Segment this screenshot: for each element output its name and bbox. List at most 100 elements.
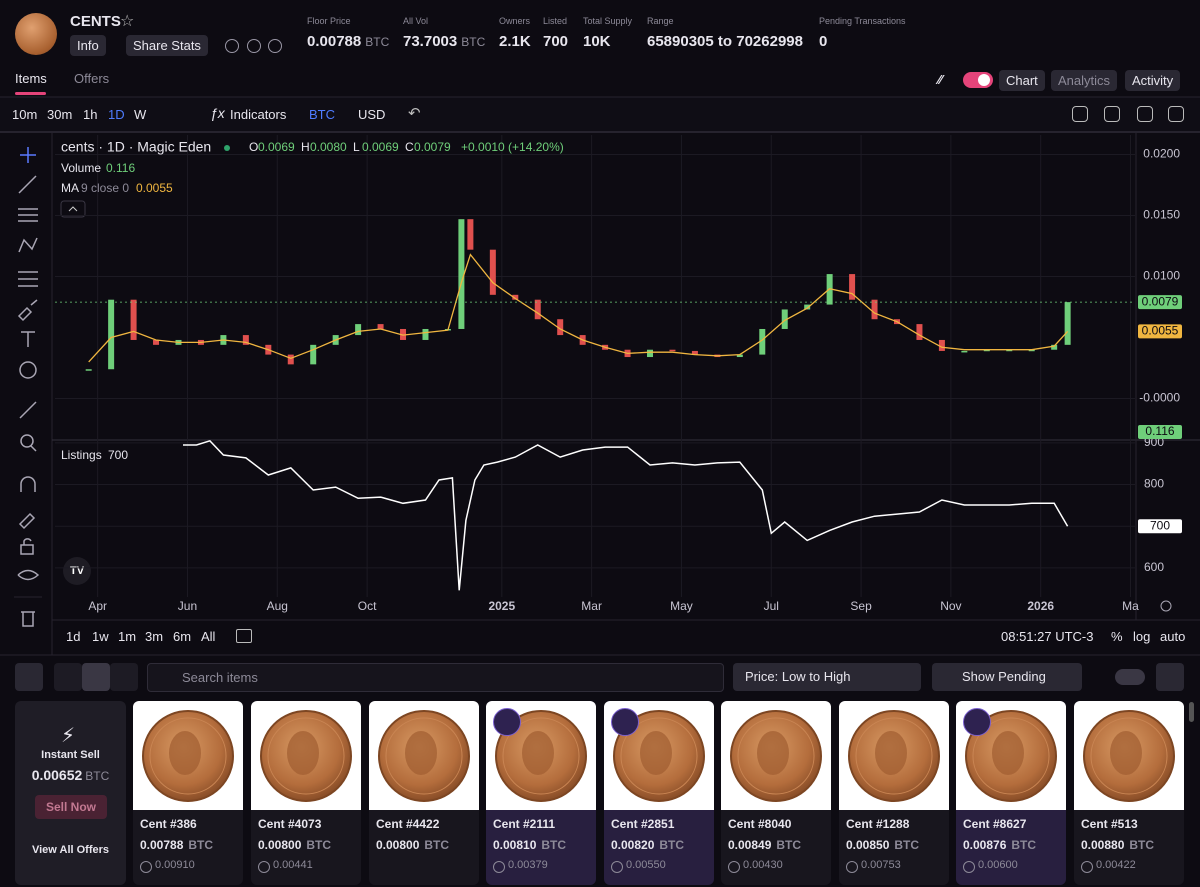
last-sale-icon: [963, 861, 975, 873]
nft-card[interactable]: Cent #386 0.00788 BTC 0.00910: [133, 701, 243, 885]
x-tick-label: Sep: [850, 599, 872, 613]
nft-price: 0.00800 BTC: [258, 838, 332, 852]
refresh-button[interactable]: [1156, 663, 1184, 691]
nft-price: 0.00788 BTC: [140, 838, 214, 852]
ma-value: 0.0055: [136, 181, 173, 195]
stat-label: Range: [647, 16, 674, 26]
range-button[interactable]: 3m: [145, 629, 164, 644]
share-stats-button[interactable]: Share Stats: [126, 35, 208, 56]
nft-card[interactable]: Cent #8040 0.00849 BTC 0.00430: [721, 701, 831, 885]
range-button[interactable]: 6m: [173, 629, 192, 644]
tab-offers[interactable]: Offers: [74, 71, 110, 86]
interval-button[interactable]: 1D: [108, 107, 125, 122]
interval-button[interactable]: W: [134, 107, 147, 122]
tool-icon[interactable]: [1072, 106, 1088, 122]
last-sale-icon: [1081, 861, 1093, 873]
volume-tag-bg: [1138, 425, 1182, 439]
sell-now-button[interactable]: Sell Now: [35, 795, 107, 819]
tv-knob: [978, 74, 990, 86]
social-icon[interactable]: [268, 39, 282, 53]
nft-card[interactable]: Cent #1288 0.00850 BTC 0.00753: [839, 701, 949, 885]
candle: [242, 335, 249, 345]
last-sale-icon: [611, 861, 623, 873]
tv-mark: ⁄⁄: [938, 72, 943, 87]
scale-button[interactable]: log: [1133, 629, 1151, 644]
currency-button[interactable]: USD: [358, 107, 386, 122]
candle: [669, 349, 676, 352]
currency: BTC: [306, 838, 332, 852]
stat-value: 0.00788 BTC: [307, 33, 390, 50]
grid-toggle[interactable]: [110, 663, 138, 691]
drawing-tools[interactable]: [17, 147, 40, 627]
range-button[interactable]: 1w: [92, 629, 109, 644]
range-button[interactable]: All: [201, 629, 216, 644]
tool-icon[interactable]: [1137, 106, 1153, 122]
filter-button[interactable]: [15, 663, 43, 691]
pending-label: Show Pending: [962, 669, 1046, 684]
pending-select[interactable]: Show Pending: [932, 663, 1082, 691]
tool-icon[interactable]: [1104, 106, 1120, 122]
nft-card[interactable]: Cent #4073 0.00800 BTC 0.00441: [251, 701, 361, 885]
interval-button[interactable]: 1h: [83, 107, 98, 122]
candle: [422, 328, 429, 340]
social-icon[interactable]: [225, 39, 239, 53]
ohlc-key: L: [353, 140, 360, 154]
undo[interactable]: ↶: [408, 105, 421, 122]
interval-button[interactable]: 30m: [47, 107, 73, 122]
view-button[interactable]: Activity: [1125, 70, 1181, 91]
nft-card[interactable]: Cent #513 0.00880 BTC 0.00422: [1074, 701, 1184, 885]
ohlc-key: O: [249, 140, 258, 154]
view-button[interactable]: Analytics: [1051, 70, 1118, 91]
scale-button[interactable]: auto: [1160, 629, 1186, 644]
search-box[interactable]: Search items: [147, 663, 724, 692]
nft-price: 0.00800 BTC: [376, 838, 450, 852]
nft-price: 0.00850 BTC: [846, 838, 920, 852]
nft-card[interactable]: Cent #2851 0.00820 BTC 0.00550: [604, 701, 714, 885]
social-icon[interactable]: [247, 39, 261, 53]
nft-name: Cent #4073: [258, 817, 322, 831]
grid-toggle[interactable]: [54, 663, 82, 691]
y-tick-label: 0.0100: [1143, 269, 1180, 283]
candle: [849, 274, 856, 300]
favorite-star[interactable]: ☆: [120, 13, 135, 30]
candle: [557, 319, 564, 336]
x-tick-label: Aug: [267, 599, 288, 613]
collapse-button[interactable]: [60, 200, 86, 218]
coin: [1083, 710, 1175, 802]
ohlc-key: C: [405, 140, 414, 154]
range-button[interactable]: 1m: [118, 629, 137, 644]
interval-button[interactable]: 10m: [12, 107, 38, 122]
ohlc-value: 0.0080: [310, 140, 347, 154]
pending-toggle[interactable]: [1115, 669, 1145, 685]
last-sale-icon: [140, 861, 152, 873]
nft-card[interactable]: Cent #2111 0.00810 BTC 0.00379: [486, 701, 596, 885]
candle: [916, 324, 923, 340]
candle: [355, 324, 362, 336]
info-button[interactable]: Info: [70, 35, 106, 56]
currency: BTC: [776, 838, 802, 852]
pending-badge: [611, 708, 639, 736]
candle: [85, 369, 92, 371]
nft-card[interactable]: Cent #8627 0.00876 BTC 0.00600: [956, 701, 1066, 885]
y-tick-label: 0.0150: [1143, 208, 1180, 222]
view-offers-link[interactable]: View All Offers: [31, 844, 110, 856]
settings-icon[interactable]: [1160, 600, 1172, 612]
nft-image: [839, 701, 949, 810]
currency-button[interactable]: BTC: [309, 107, 335, 122]
sort-select[interactable]: Price: Low to High: [733, 663, 921, 691]
range-button[interactable]: 1d: [66, 629, 81, 644]
grid-toggle[interactable]: [82, 663, 110, 691]
tab-items[interactable]: Items: [15, 71, 47, 86]
date-range-icon[interactable]: [236, 629, 252, 643]
nft-card[interactable]: Cent #4422 0.00800 BTC: [369, 701, 479, 885]
last-sale: 0.00753: [861, 859, 901, 871]
coin: [965, 710, 1057, 802]
tool-icon[interactable]: [1168, 106, 1184, 122]
scale-button[interactable]: %: [1111, 629, 1123, 644]
candle: [871, 299, 878, 320]
indicators-button[interactable]: Indicators: [230, 107, 287, 122]
stat-label: Listed: [543, 16, 568, 26]
view-button[interactable]: Chart: [999, 70, 1045, 91]
nft-image: [369, 701, 479, 810]
nft-price: 0.00810 BTC: [493, 838, 567, 852]
